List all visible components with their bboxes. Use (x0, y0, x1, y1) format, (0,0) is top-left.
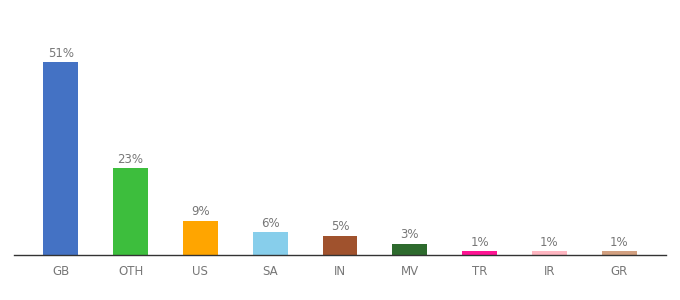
Bar (392, 244, 427, 255)
Text: 1%: 1% (540, 236, 559, 249)
Bar (532, 251, 567, 255)
Text: 1%: 1% (471, 236, 489, 249)
Text: 1%: 1% (610, 236, 628, 249)
Bar (183, 221, 218, 255)
Bar (602, 251, 636, 255)
Bar (44, 62, 78, 255)
Text: 51%: 51% (48, 47, 73, 60)
Text: 5%: 5% (330, 220, 350, 233)
Text: 23%: 23% (118, 152, 143, 166)
Text: 6%: 6% (261, 217, 279, 230)
Bar (462, 251, 497, 255)
Bar (322, 236, 358, 255)
Text: 3%: 3% (401, 228, 419, 241)
Text: 9%: 9% (191, 206, 209, 218)
Bar (253, 232, 288, 255)
Bar (113, 168, 148, 255)
